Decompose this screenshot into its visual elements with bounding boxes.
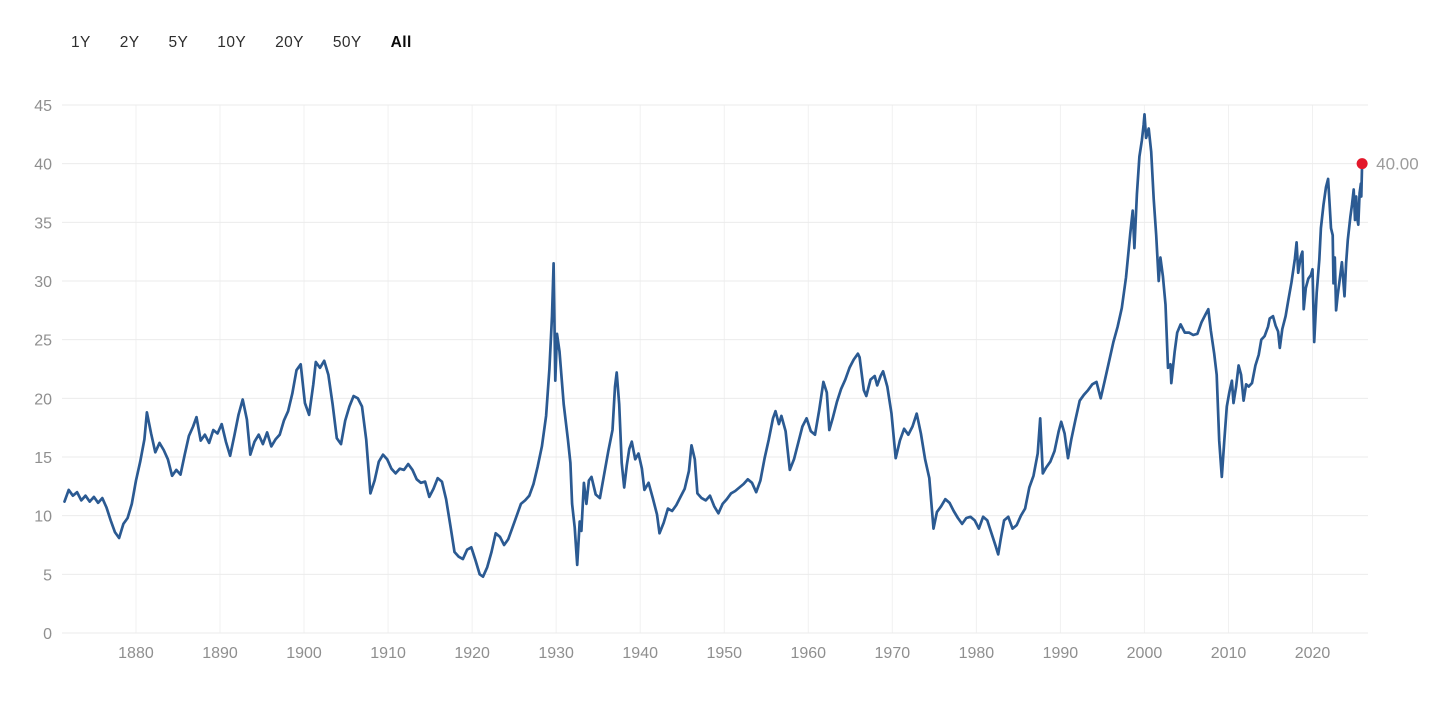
- x-axis-tick-label: 2010: [1211, 645, 1247, 662]
- x-axis-tick-label: 1910: [370, 645, 406, 662]
- x-axis-tick-label: 1890: [202, 645, 238, 662]
- range-button-all[interactable]: All: [390, 32, 413, 54]
- x-axis-tick-label: 1900: [286, 645, 322, 662]
- x-axis-tick-label: 1950: [706, 645, 742, 662]
- range-button-5y[interactable]: 5Y: [168, 32, 190, 54]
- y-axis-tick-label: 40: [34, 157, 52, 174]
- y-axis-tick-label: 35: [34, 215, 52, 232]
- y-axis-tick-label: 15: [34, 450, 52, 467]
- y-axis-tick-label: 20: [34, 391, 52, 408]
- x-axis-tick-label: 1970: [875, 645, 911, 662]
- x-axis-tick-label: 2020: [1295, 645, 1331, 662]
- x-axis-tick-label: 1930: [538, 645, 574, 662]
- time-range-selector: 1Y 2Y 5Y 10Y 20Y 50Y All: [70, 32, 413, 54]
- range-button-10y[interactable]: 10Y: [216, 32, 247, 54]
- x-axis-tick-label: 1920: [454, 645, 490, 662]
- cape-ratio-line: [63, 113, 1364, 579]
- range-button-1y[interactable]: 1Y: [70, 32, 92, 54]
- range-button-20y[interactable]: 20Y: [274, 32, 305, 54]
- x-axis-tick-label: 1940: [622, 645, 658, 662]
- y-axis-tick-label: 10: [34, 509, 52, 526]
- x-axis-tick-label: 1980: [959, 645, 995, 662]
- range-button-2y[interactable]: 2Y: [119, 32, 141, 54]
- x-axis-tick-label: 2000: [1127, 645, 1163, 662]
- x-axis-tick-label: 1960: [790, 645, 826, 662]
- latest-value-dot: [1356, 158, 1368, 170]
- latest-value-label: 40.00: [1376, 155, 1419, 174]
- x-axis-tick-label: 1990: [1043, 645, 1079, 662]
- y-axis-tick-label: 5: [43, 567, 52, 584]
- x-axis-tick-label: 1880: [118, 645, 154, 662]
- y-axis-tick-label: 0: [43, 626, 52, 643]
- y-axis-tick-label: 45: [34, 98, 52, 115]
- y-axis-tick-label: 30: [34, 274, 52, 291]
- y-axis-tick-label: 25: [34, 333, 52, 350]
- range-button-50y[interactable]: 50Y: [332, 32, 363, 54]
